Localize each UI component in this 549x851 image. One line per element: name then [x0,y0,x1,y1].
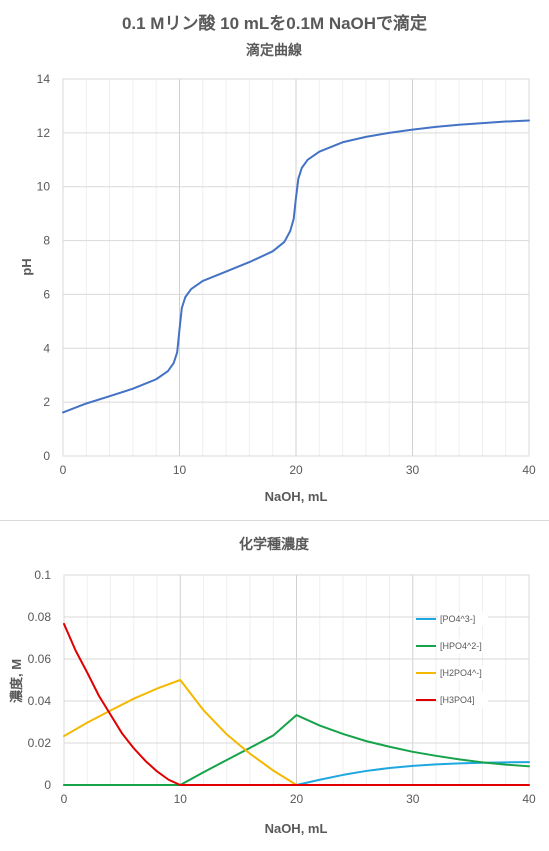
x-tick-label: 40 [522,463,536,477]
legend-label: [PO4^3-] [440,614,475,624]
x-tick-label: 10 [174,792,188,806]
y-axis-title: 濃度, M [9,659,24,703]
x-tick-label: 30 [406,463,420,477]
y-tick-label: 12 [37,126,51,140]
y-tick-label: 0.06 [28,652,52,666]
x-tick-label: 10 [173,463,187,477]
chart-title: 化学種濃度 [239,536,310,552]
legend-bg [438,666,488,680]
page-title: 0.1 Mリン酸 10 mLを0.1M NaOHで滴定 [121,14,428,33]
chart-title: 滴定曲線 [246,42,302,58]
y-tick-label: 0 [43,449,50,463]
legend-bg [438,612,488,626]
x-axis-title: NaOH, mL [265,489,328,504]
x-tick-label: 20 [289,463,303,477]
x-tick-label: 40 [522,792,536,806]
axes: 0 10 20 30 40 0 2 4 6 8 10 12 14 [37,72,536,477]
plot-frame [62,78,530,457]
x-tick-label: 0 [61,792,68,806]
y-tick-label: 0 [44,778,51,792]
y-tick-label: 6 [43,287,50,301]
y-tick-label: 14 [37,72,51,86]
y-tick-label: 2 [43,395,50,409]
legend-bg [438,693,488,707]
y-tick-label: 4 [43,341,50,355]
series-line [62,119,530,414]
y-tick-label: 0.1 [34,568,51,582]
y-tick-label: 0.02 [28,736,52,750]
species-chart: 化学種濃度 0 10 20 30 40 0 0.02 0.04 0.06 0.08 0.1 [PO4… [9,536,536,836]
legend-label: [H2PO4^-] [440,668,482,678]
grid [62,78,530,457]
chart-separator [0,520,549,521]
y-tick-label: 0.04 [28,694,52,708]
x-tick-label: 0 [60,463,67,477]
x-tick-label: 20 [290,792,304,806]
y-tick-label: 0.08 [28,610,52,624]
legend-label: [HPO4^2-] [440,641,482,651]
axes: 0 10 20 30 40 0 0.02 0.04 0.06 0.08 0.1 [28,568,536,806]
series-line-2 [63,679,298,786]
legend-bg [438,639,488,653]
titration-chart: 滴定曲線 0 10 20 30 40 0 2 4 6 8 10 12 14 NaOH, mL pH [19,42,536,504]
x-axis-title: NaOH, mL [265,821,328,836]
legend: [PO4^3-] [HPO4^2-] [H2PO4^-] [H3PO4] [416,612,488,707]
x-tick-label: 30 [406,792,420,806]
series-line-3 [63,622,530,786]
series-line-1 [63,714,530,786]
plot-area [62,119,530,414]
legend-label: [H3PO4] [440,695,475,705]
y-axis-title: pH [19,258,34,275]
y-tick-label: 10 [37,180,51,194]
plot-area [63,622,530,786]
y-tick-label: 8 [43,234,50,248]
